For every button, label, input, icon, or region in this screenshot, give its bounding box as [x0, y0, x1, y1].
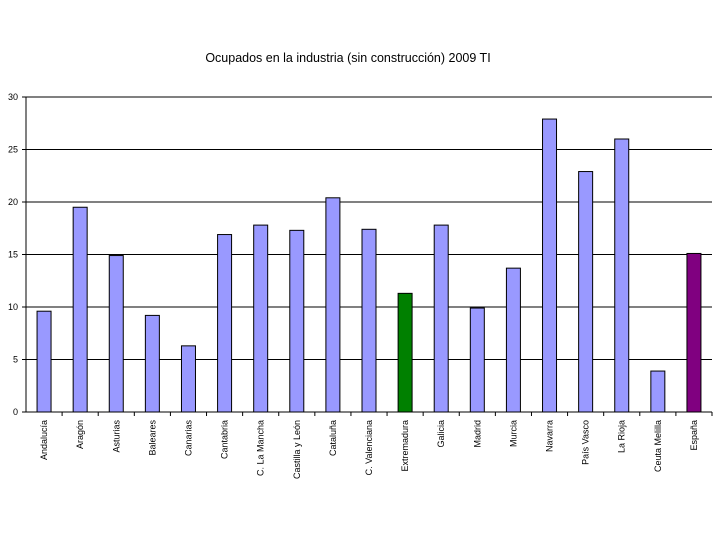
bar [433, 224, 449, 413]
bar [289, 229, 305, 413]
bar [180, 345, 196, 413]
bar [36, 310, 52, 413]
bar [361, 228, 377, 413]
x-category-label: Extremadura [400, 420, 410, 472]
x-category-label: Aragón [75, 420, 85, 449]
x-category-label: Madrid [472, 420, 482, 448]
bar [469, 307, 485, 413]
x-category-label: Baleares [147, 420, 157, 456]
bar [505, 267, 521, 413]
y-tick-label: 30 [8, 92, 18, 102]
bar [108, 255, 124, 413]
x-category-label: Cataluña [328, 420, 338, 456]
x-axis-category-labels: Andalucía Aragón Asturias Baleares Canarias C… [39, 420, 699, 480]
bar [614, 138, 630, 413]
y-tick-label: 25 [8, 145, 18, 155]
x-category-label: C. Valenciana [364, 420, 374, 475]
x-category-label: La Rioja [617, 420, 627, 453]
bar [542, 118, 558, 413]
bar [650, 370, 666, 413]
bars [36, 118, 702, 413]
y-tick-label: 10 [8, 302, 18, 312]
bar [578, 171, 594, 413]
x-category-label: País Vasco [581, 420, 591, 465]
x-category-label: Cantabria [220, 420, 230, 459]
bar [253, 224, 269, 413]
x-category-label: C. La Mancha [256, 420, 266, 476]
y-tick-label: 15 [8, 250, 18, 260]
y-tick-label: 20 [8, 197, 18, 207]
x-category-label: España [689, 420, 699, 451]
x-category-label: Castilla y León [292, 420, 302, 479]
bar [325, 197, 341, 413]
y-tick-label: 0 [13, 407, 18, 417]
bar [686, 252, 702, 413]
x-category-label: Galicia [436, 420, 446, 448]
x-category-label: Ceuta Melilla [653, 420, 663, 472]
x-category-label: Navarra [545, 420, 555, 452]
bar [144, 314, 160, 413]
bar [72, 206, 88, 413]
bar [217, 234, 233, 413]
y-axis-tick-labels: 0 5 10 15 20 25 30 [8, 92, 18, 417]
y-tick-label: 5 [13, 355, 18, 365]
chart-title: Ocupados en la industria (sin construcci… [205, 51, 491, 65]
bar [397, 292, 413, 413]
x-category-label: Asturias [111, 420, 121, 453]
x-category-label: Murcia [508, 420, 518, 447]
x-category-label: Canarias [183, 420, 193, 457]
x-category-label: Andalucía [39, 420, 49, 460]
axes [25, 97, 713, 416]
